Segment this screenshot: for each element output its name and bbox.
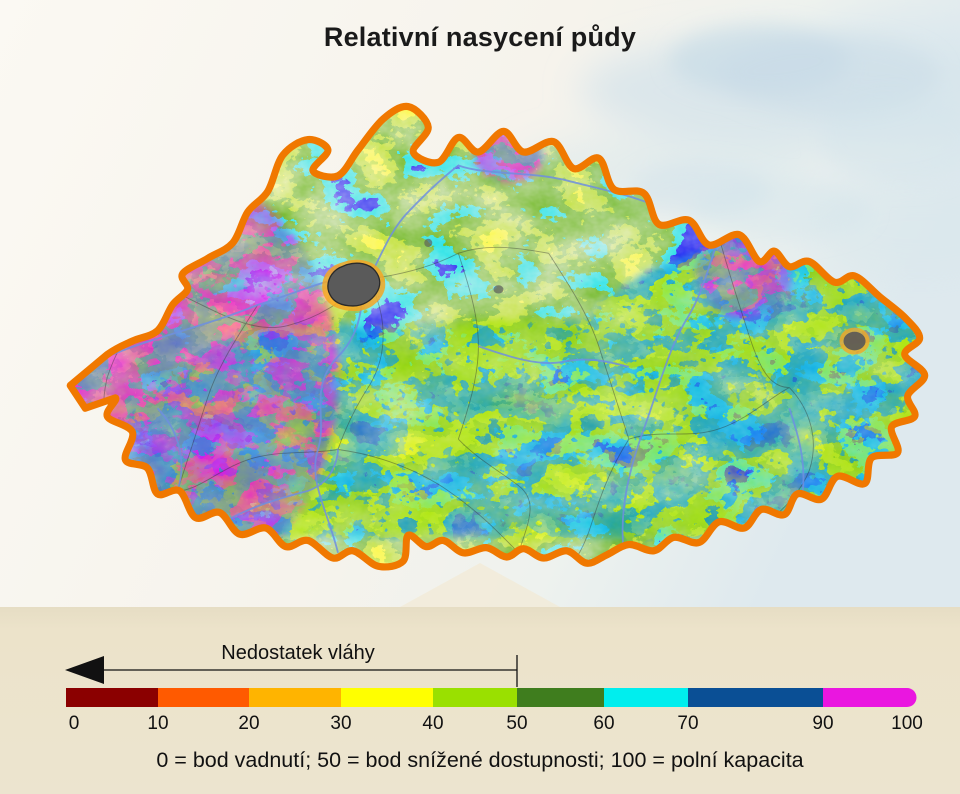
svg-text:0: 0 <box>69 713 80 734</box>
svg-text:Nedostatek vláhy: Nedostatek vláhy <box>221 642 374 664</box>
svg-text:60: 60 <box>593 713 614 734</box>
svg-text:10: 10 <box>147 713 168 734</box>
svg-text:0 = bod vadnutí; 50 = bod sníž: 0 = bod vadnutí; 50 = bod snížené dostup… <box>156 748 803 772</box>
svg-text:70: 70 <box>677 713 698 734</box>
svg-text:30: 30 <box>330 713 351 734</box>
svg-text:20: 20 <box>238 713 259 734</box>
svg-text:100: 100 <box>891 713 923 734</box>
svg-text:90: 90 <box>812 713 833 734</box>
svg-text:40: 40 <box>422 713 443 734</box>
svg-text:50: 50 <box>506 713 527 734</box>
